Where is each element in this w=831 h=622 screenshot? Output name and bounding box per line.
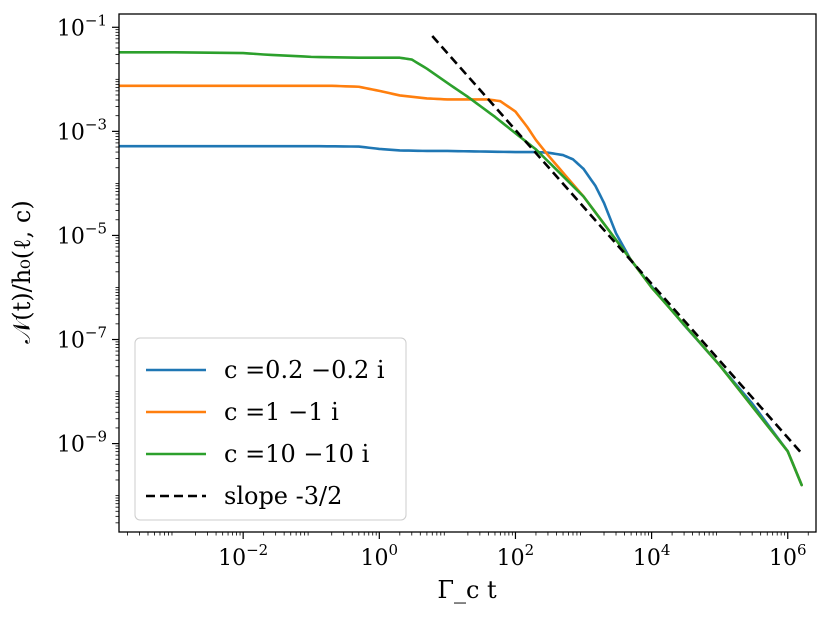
legend-box [134,337,407,521]
legend-label: c =1 −1 i [224,398,339,426]
y-tick-label: 10−5 [57,219,107,249]
legend-label: c =10 −10 i [224,440,370,468]
legend-label: slope -3/2 [224,482,342,510]
y-tick-label: 10−9 [57,428,107,458]
y-tick-label: 10−1 [57,11,107,41]
x-tick-label: 100 [361,541,399,571]
ticks-layer: 10−2 100 102 104 106 10−1 10−3 10−5 10−7 10−9 [57,11,809,571]
x-tick-label: 106 [769,541,807,571]
legend: c =0.2 −0.2 i c =1 −1 i c =10 −10 i slope -… [134,337,407,521]
x-tick-label: 104 [633,541,671,571]
legend-label: c =0.2 −0.2 i [224,356,385,384]
y-axis-label: 𝒩(t)/h₀(ℓ, c) [8,200,36,343]
y-tick-label: 10−7 [57,324,107,354]
x-tick-label: 10−2 [218,541,268,571]
series-line-4 [431,35,803,455]
legend-entries: c =0.2 −0.2 i c =1 −1 i c =10 −10 i slope -… [146,356,385,510]
x-tick-label: 102 [497,541,535,571]
y-tick-label: 10−3 [57,115,107,145]
x-axis-label: Γ_c t [437,576,497,604]
series-layer [119,35,803,487]
